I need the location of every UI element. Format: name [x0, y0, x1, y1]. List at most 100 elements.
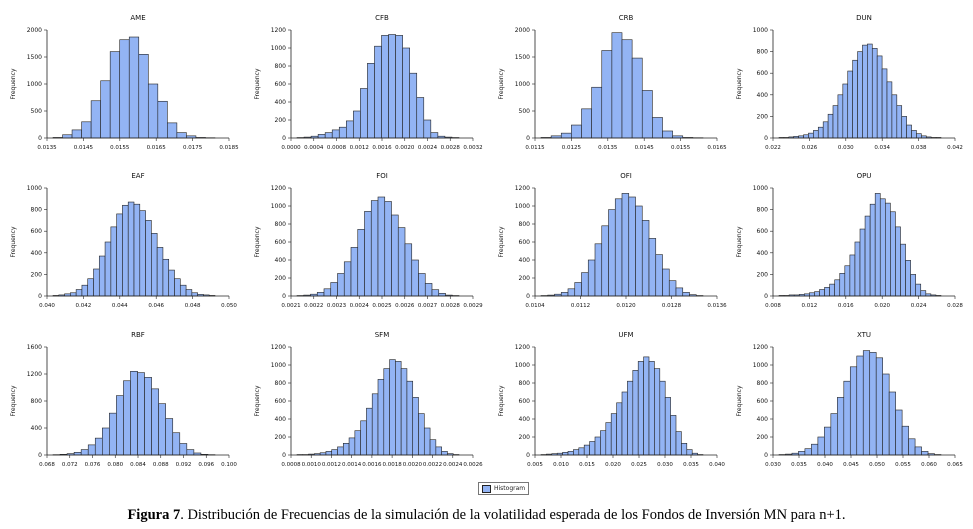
chart-title: DUN: [856, 14, 872, 22]
y-tick-label: 600: [519, 398, 531, 405]
y-axis-label: Frequency: [736, 68, 743, 99]
histogram-bar: [804, 448, 812, 456]
histogram-bar: [167, 122, 178, 139]
x-tick-label: 0.044: [112, 303, 128, 309]
x-tick-label: 0.0020: [403, 462, 423, 468]
x-tick-label: 0.0008: [327, 145, 347, 151]
y-tick-label: 200: [757, 271, 769, 278]
histogram-bar: [589, 441, 596, 456]
y-axis-label: Frequency: [254, 385, 261, 416]
histogram-bar: [910, 274, 916, 297]
histogram-bar: [621, 193, 630, 297]
histogram-bar: [357, 229, 365, 297]
x-tick-label: 0.0014: [342, 462, 362, 468]
x-tick-label: 0.0145: [74, 145, 94, 151]
histogram-bar: [843, 380, 851, 456]
histogram-bar: [139, 210, 146, 297]
x-tick-label: 0.028: [947, 303, 963, 309]
histogram-bar: [621, 391, 628, 456]
histogram-bar: [886, 81, 893, 139]
y-tick-label: 0: [282, 293, 286, 300]
chart-title: UFM: [618, 331, 633, 339]
histogram-bar: [895, 226, 901, 297]
y-tick-label: 1000: [27, 185, 42, 192]
histogram-bar: [915, 283, 922, 297]
histogram-bar: [857, 51, 863, 139]
x-tick-label: 0.088: [153, 462, 169, 468]
histogram-bar: [431, 289, 440, 297]
histogram-bar: [854, 241, 861, 297]
y-tick-label: 1200: [515, 344, 530, 351]
x-tick-label: 0.0145: [635, 145, 655, 151]
histogram-bar: [879, 198, 886, 297]
histogram-bar: [675, 287, 684, 297]
histogram-bar: [438, 292, 446, 297]
histogram-bar: [824, 287, 830, 297]
histogram-bar: [852, 59, 858, 139]
histogram-bar: [628, 196, 636, 297]
x-tick-label: 0.0010: [302, 462, 322, 468]
histogram-bar: [856, 355, 864, 456]
histogram-bar: [366, 407, 373, 456]
histogram-bar: [144, 377, 152, 456]
y-tick-label: 1200: [27, 371, 42, 378]
y-tick-label: 400: [31, 425, 43, 432]
y-tick-label: 200: [275, 117, 287, 124]
histogram-bar: [594, 243, 603, 297]
histogram-bar: [600, 430, 607, 456]
x-tick-label: 0.068: [39, 462, 55, 468]
y-tick-label: 400: [519, 257, 531, 264]
x-tick-label: 0.092: [176, 462, 192, 468]
x-tick-label: 0.084: [130, 462, 146, 468]
histogram-bar: [627, 380, 634, 456]
histogram-bar: [62, 134, 73, 139]
histogram-bar: [93, 268, 100, 297]
histogram-bar: [882, 373, 890, 456]
histogram-bar: [654, 368, 661, 456]
y-tick-label: 0: [526, 293, 530, 300]
histogram-bar: [323, 288, 332, 297]
x-tick-label: 0.0112: [571, 303, 590, 309]
x-tick-label: 0.016: [838, 303, 854, 309]
chart-title: OFI: [620, 172, 632, 180]
x-tick-label: 0.024: [911, 303, 927, 309]
histogram-bar: [402, 47, 410, 139]
histogram-bar: [871, 48, 878, 139]
histogram-bar: [338, 126, 347, 139]
histogram-bar: [635, 205, 643, 297]
y-tick-label: 500: [519, 108, 531, 115]
y-tick-label: 0: [526, 135, 530, 142]
x-tick-label: 0.072: [62, 462, 78, 468]
y-tick-label: 0: [282, 135, 286, 142]
histogram-bar: [829, 283, 835, 297]
histogram-opu: OPU Frequency 0 200 400 600 800 1000 0.008 0.012 0…: [736, 172, 963, 309]
x-tick-label: 0.0025: [372, 303, 392, 309]
histogram-bar: [331, 449, 338, 456]
y-tick-label: 800: [757, 207, 769, 214]
y-tick-label: 1000: [271, 45, 286, 52]
x-tick-label: 0.0135: [598, 145, 618, 151]
histogram-bar: [102, 427, 110, 456]
histogram-bar: [360, 420, 367, 456]
histogram-bar: [383, 368, 390, 456]
x-tick-label: 0.0155: [671, 145, 691, 151]
histogram-rbf: RBF Frequency 0 400 800 1200 1600 0.068 0.072 0.0…: [10, 331, 237, 468]
histogram-bar: [324, 132, 333, 139]
x-tick-label: 0.0000: [281, 145, 301, 151]
histogram-bar: [648, 238, 657, 297]
x-tick-label: 0.0135: [37, 145, 57, 151]
chart-title: XTU: [857, 331, 871, 339]
histogram-bar: [822, 121, 829, 139]
histogram-bar: [652, 117, 663, 139]
y-tick-label: 600: [275, 398, 287, 405]
x-tick-label: 0.0026: [463, 462, 483, 468]
histogram-bar: [614, 198, 623, 297]
histogram-bar: [130, 370, 138, 456]
y-tick-label: 1200: [271, 344, 286, 351]
histogram-bar: [429, 439, 437, 456]
histogram-bar: [578, 447, 585, 456]
x-tick-label: 0.040: [39, 303, 55, 309]
histogram-bar: [813, 130, 819, 139]
